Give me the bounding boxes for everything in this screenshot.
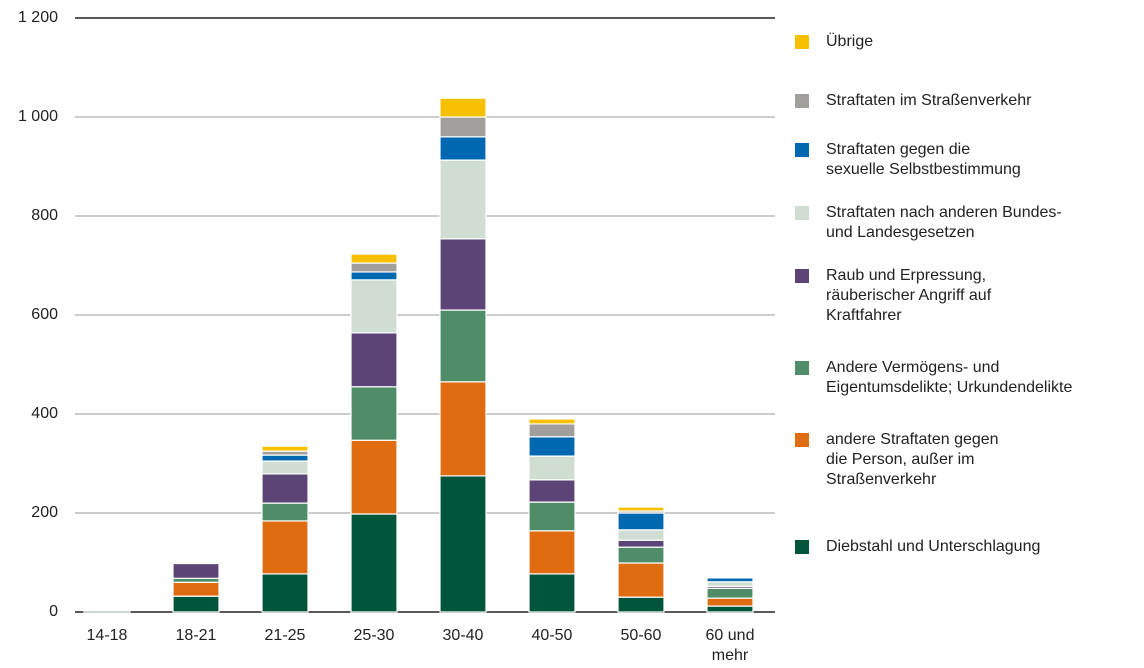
bar-segment (528, 423, 576, 438)
bar-segment (528, 530, 576, 575)
bar-segment (528, 573, 576, 613)
bar-segment (172, 595, 220, 613)
bar-segment (350, 253, 398, 264)
legend-label: Andere Vermögens- und Eigentumsdelikte; … (826, 359, 1073, 396)
bar-segment (350, 262, 398, 273)
bar-segment (261, 573, 309, 613)
bar-segment (706, 587, 754, 599)
bar-segment (439, 381, 487, 477)
bar-segment (261, 454, 309, 462)
bar-segment (706, 605, 754, 613)
bar-segment (350, 279, 398, 334)
bar-segment (617, 546, 665, 564)
bar-segment (350, 386, 398, 441)
bar-segment (439, 136, 487, 161)
bar-segment (528, 455, 576, 481)
bar-segment (617, 512, 665, 531)
bar-segment (439, 116, 487, 138)
legend-label: Straftaten nach anderen Bundes- und Land… (826, 204, 1062, 241)
bar-segment (261, 520, 309, 575)
bar-segment (706, 581, 754, 587)
bar-segment (617, 529, 665, 541)
bar-segment (350, 439, 398, 515)
legend-label: Raub und Erpressung, räuberischer Angrif… (826, 267, 992, 324)
bar-segment (172, 562, 220, 579)
legend-swatch (795, 433, 809, 447)
bar-segment (617, 506, 665, 512)
y-tick-label: 400 (31, 405, 58, 422)
bar-segment (439, 238, 487, 311)
y-tick-label: 600 (31, 306, 58, 323)
bar-segment (350, 271, 398, 281)
y-tick-label: 0 (49, 603, 58, 620)
legend-swatch (795, 540, 809, 554)
legend-swatch (795, 143, 809, 157)
bar-segment (617, 539, 665, 548)
y-tick-label: 200 (31, 504, 58, 521)
legend-swatch (795, 94, 809, 108)
bar-segment (439, 97, 487, 118)
bar-segment (528, 501, 576, 532)
x-tick-label: 50-60 (620, 627, 662, 644)
legend-label: andere Straftaten gegen die Person, auße… (826, 431, 999, 488)
bar-segment (528, 479, 576, 503)
legend-swatch (795, 206, 809, 220)
bar-segment (528, 436, 576, 457)
bar-segment (617, 562, 665, 598)
bar-segment (261, 502, 309, 522)
legend-swatch (795, 361, 809, 375)
legend-swatch (795, 269, 809, 283)
x-tick-label: 14-18 (86, 627, 128, 644)
bar-segment (439, 475, 487, 613)
bar-segment (439, 309, 487, 383)
x-tick-label: 25-30 (353, 627, 395, 644)
x-tick-label: 18-21 (175, 627, 217, 644)
bar-segment (261, 473, 309, 504)
legend-label: Straftaten gegen die sexuelle Selbstbest… (826, 141, 1021, 178)
bar-segment (261, 460, 309, 475)
legend-label: Diebstahl und Unterschlagung (826, 538, 1041, 555)
bar-segment (706, 576, 754, 579)
legend-label: Übrige (826, 33, 874, 50)
x-tick-label: 60 und mehr (705, 627, 755, 664)
x-tick-label: 30-40 (442, 627, 484, 644)
bar-segment (528, 418, 576, 425)
legend-swatch (795, 35, 809, 49)
bar-segment (350, 513, 398, 613)
bar-segment (172, 581, 220, 597)
x-tick-label: 40-50 (531, 627, 573, 644)
bar-segment (617, 596, 665, 613)
y-tick-label: 1 000 (18, 108, 58, 125)
bar-segment (261, 445, 309, 452)
legend-label: Straftaten im Straßenverkehr (826, 92, 1032, 109)
x-tick-label: 21-25 (264, 627, 306, 644)
y-tick-label: 1 200 (18, 9, 58, 26)
bar-segment (706, 597, 754, 607)
y-tick-label: 800 (31, 207, 58, 224)
bar-segment (350, 332, 398, 388)
bar-segment (439, 159, 487, 240)
